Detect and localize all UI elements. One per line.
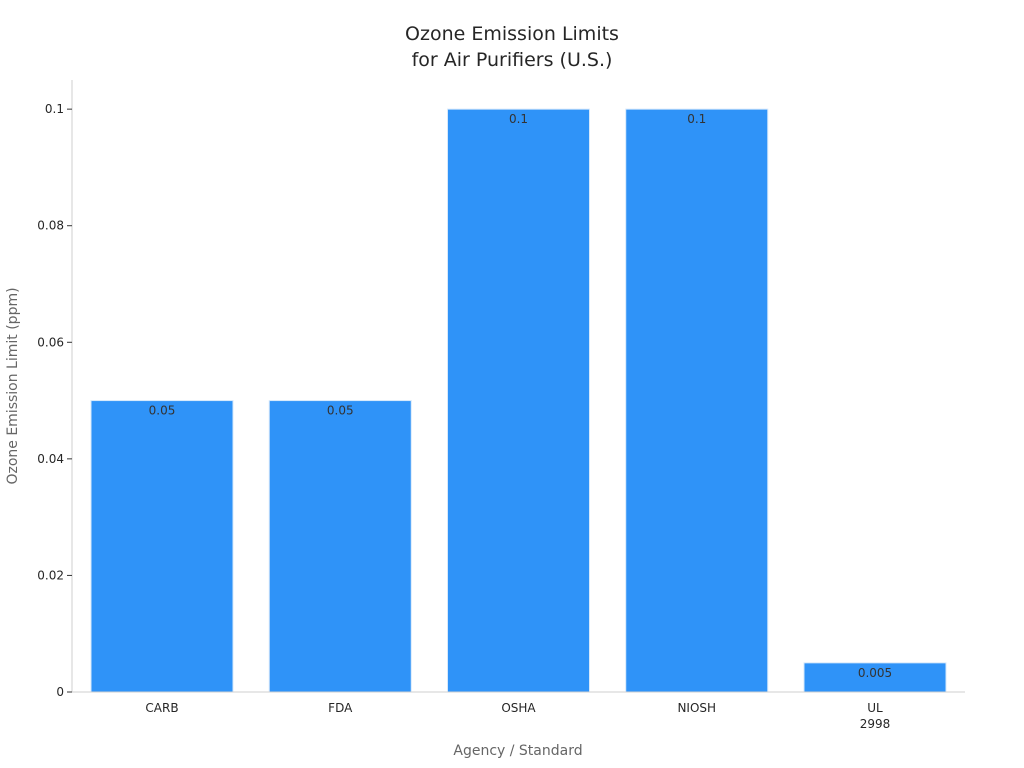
bar-fda: [268, 400, 412, 693]
bar-osha: [447, 108, 590, 693]
x-tick-label: NIOSH: [677, 701, 716, 715]
chart-title-line-1: Ozone Emission Limits: [405, 23, 619, 45]
bar-ul-2998: [803, 662, 947, 693]
bar-value-label: 0.05: [149, 404, 176, 418]
y-tick-label: 0.02: [37, 568, 64, 582]
x-axis: CARB FDA OSHA NIOSH UL 2998: [72, 691, 965, 731]
bar-value-label: 0.005: [858, 666, 892, 680]
y-tick-label: 0.1: [45, 102, 64, 116]
x-tick-label: CARB: [145, 701, 178, 715]
x-tick-label: OSHA: [501, 701, 536, 715]
bar-series: [90, 108, 947, 693]
bar-value-label: 0.1: [687, 112, 706, 126]
data-labels: 0.05 0.05 0.1 0.1 0.005: [149, 112, 893, 680]
chart-title-line-2: for Air Purifiers (U.S.): [412, 49, 613, 71]
y-tick-label: 0.06: [37, 335, 64, 349]
x-tick-label: 2998: [860, 717, 891, 731]
y-tick-label: 0.04: [37, 452, 64, 466]
bar-carb: [90, 400, 234, 693]
bar-niosh: [625, 108, 769, 693]
x-tick-label: UL: [867, 701, 883, 715]
y-axis-label: Ozone Emission Limit (ppm): [5, 287, 21, 484]
x-tick-label: FDA: [328, 701, 353, 715]
y-tick-label: 0.08: [37, 219, 64, 233]
y-tick-label: 0: [56, 685, 64, 699]
bar-value-label: 0.05: [327, 404, 354, 418]
x-axis-label: Agency / Standard: [453, 743, 582, 759]
y-axis: 0 0.02 0.04 0.06 0.08 0.1: [37, 80, 73, 699]
bar-value-label: 0.1: [509, 112, 528, 126]
